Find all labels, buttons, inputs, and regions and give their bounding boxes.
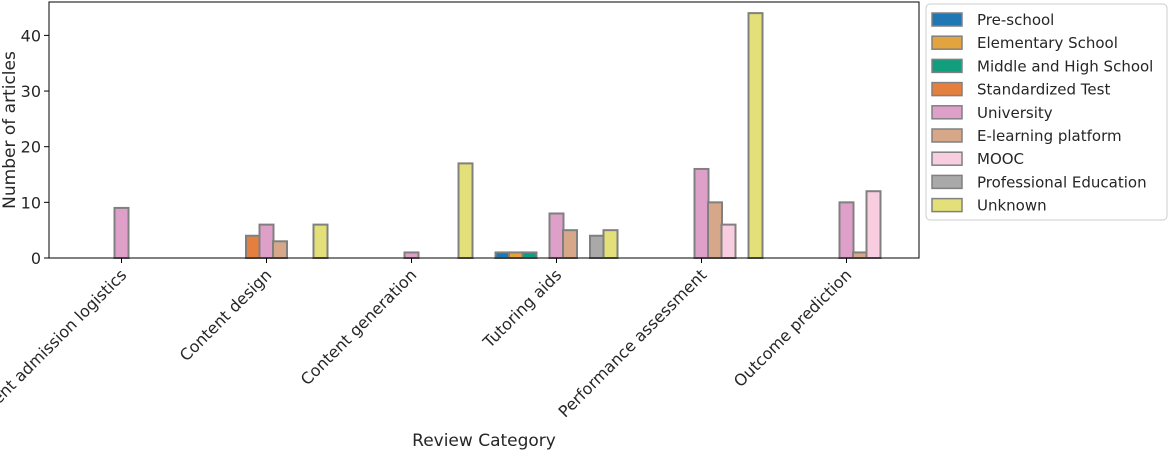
bar-university-1 xyxy=(258,223,275,259)
bar-e-learning-platform-5 xyxy=(852,251,868,259)
y-tick-label: 40 xyxy=(21,26,41,45)
legend: Pre-school Elementary School Middle and Hi… xyxy=(925,3,1168,221)
bar-elementary-school-3 xyxy=(508,251,524,259)
legend-swatch xyxy=(931,174,963,190)
x-tick-label: Performance assessment xyxy=(555,265,711,421)
legend-entry-label: Middle and High School xyxy=(977,57,1153,75)
x-tick-label: Outcome prediction xyxy=(730,265,855,390)
legend-swatch xyxy=(931,35,963,50)
y-tick-label: 0 xyxy=(31,249,41,268)
y-tick-label: 10 xyxy=(21,193,41,212)
legend-swatch xyxy=(931,12,963,27)
bar-university-5 xyxy=(838,201,855,260)
x-tick-label: Tutoring aids xyxy=(479,265,566,352)
bar-university-2 xyxy=(403,251,420,259)
y-axis-title: Number of articles xyxy=(0,51,20,209)
bar-e-learning-platform-1 xyxy=(272,240,288,260)
bar-university-4 xyxy=(693,167,710,260)
bar-unknown-4 xyxy=(747,12,764,259)
bar-standardized-test-1 xyxy=(245,234,261,260)
legend-entry-label: Standardized Test xyxy=(977,81,1110,99)
x-axis-title: Review Category xyxy=(412,431,556,451)
y-tick-label: 30 xyxy=(21,82,41,101)
legend-entry-label: E-learning platform xyxy=(977,127,1122,145)
legend-entry-label: Elementary School xyxy=(977,34,1118,52)
legend-entry-label: Unknown xyxy=(977,197,1047,215)
legend-swatch xyxy=(931,105,963,120)
plot-area-frame xyxy=(48,1,920,259)
legend-swatch xyxy=(931,128,963,143)
bar-mooc-5 xyxy=(865,190,882,259)
x-tick-label: Content design xyxy=(176,265,276,365)
legend-swatch xyxy=(931,81,963,97)
bar-e-learning-platform-3 xyxy=(562,229,578,259)
x-tick-label: Student admission logistics xyxy=(0,265,130,433)
bar-unknown-2 xyxy=(457,162,474,259)
bar-pre-school-3 xyxy=(494,251,511,259)
bar-university-0 xyxy=(113,206,130,260)
legend-entry-label: University xyxy=(977,104,1053,122)
y-axis: 0 10 20 30 40 xyxy=(21,26,49,268)
legend-entry-label: MOOC xyxy=(977,150,1024,168)
bar-mooc-4 xyxy=(720,223,737,259)
x-tick-label: Content generation xyxy=(297,265,421,389)
legend-swatch xyxy=(931,197,963,213)
bars-layer xyxy=(113,12,882,260)
bar-unknown-1 xyxy=(312,223,329,259)
legend-entry-label: Pre-school xyxy=(977,11,1054,29)
x-axis: Student admission logistics Content desig… xyxy=(0,258,855,434)
bar-unknown-3 xyxy=(602,229,619,259)
bar-e-learning-platform-4 xyxy=(707,201,723,260)
legend-swatch xyxy=(931,58,963,74)
legend-swatch xyxy=(931,151,963,166)
y-tick-label: 20 xyxy=(21,138,41,157)
bar-university-3 xyxy=(548,212,565,259)
legend-entry-label: Professional Education xyxy=(977,173,1147,191)
bar-professional-education-3 xyxy=(589,234,605,260)
legend-frame xyxy=(925,3,1168,221)
bar-middle-and-high-school-3 xyxy=(521,251,538,259)
